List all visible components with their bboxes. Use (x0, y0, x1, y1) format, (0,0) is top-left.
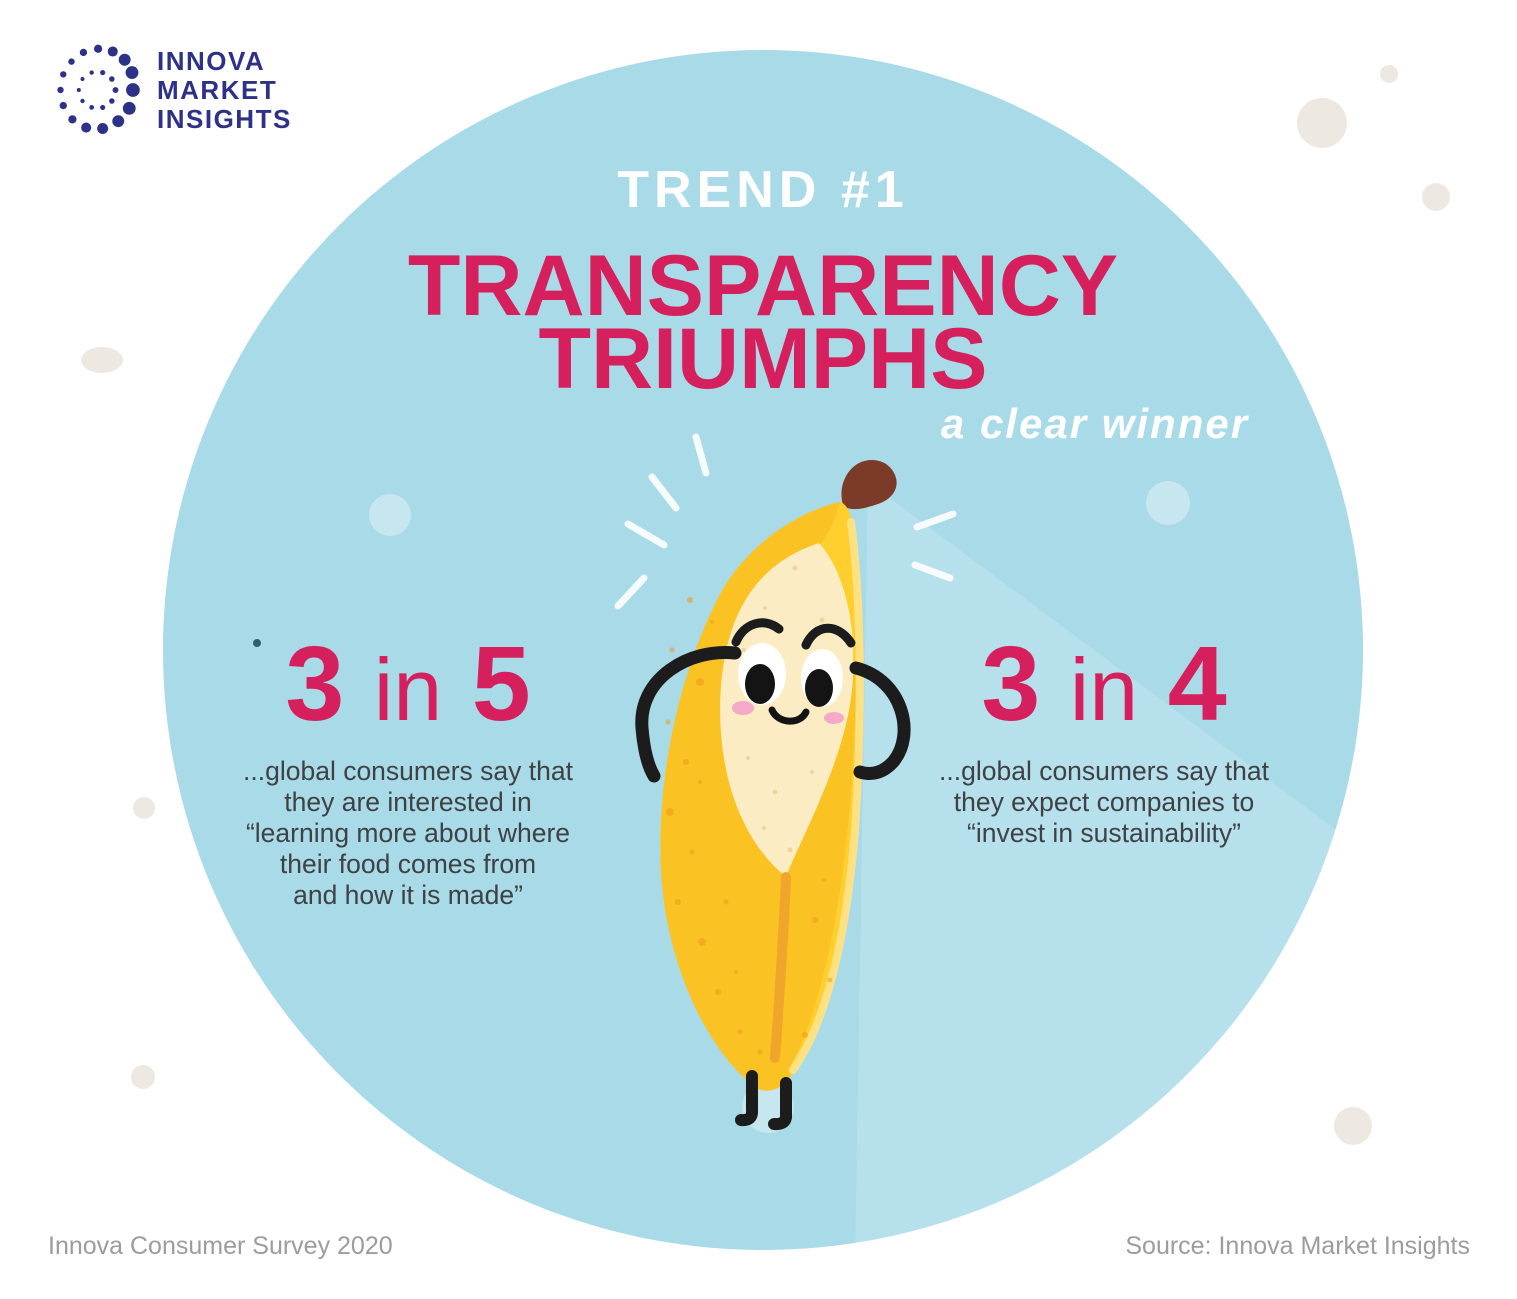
stat-block-right: 3 in 4 ...global consumers say that they… (864, 628, 1344, 849)
stat-right-numerator: 3 (981, 625, 1041, 743)
banana-arms (635, 645, 911, 783)
page-title: TRANSPARENCY TRIUMPHS (408, 243, 1118, 402)
banana-smile (768, 706, 810, 725)
stat-left-denominator: 5 (471, 625, 531, 743)
survey-note: Innova Consumer Survey 2020 (48, 1232, 393, 1260)
banana-stem (841, 460, 897, 510)
banana-flesh-speckles (742, 565, 825, 853)
tagline: a clear winner (940, 400, 1250, 447)
banana-eyes (738, 643, 843, 707)
stat-right-ratio: 3 in 4 (864, 628, 1344, 746)
stat-left-numerator: 3 (285, 625, 345, 743)
innova-dotted-circle-icon (57, 44, 140, 134)
brand-name-line1: INNOVA (157, 45, 266, 76)
brand-name-line2: MARKET (157, 74, 278, 105)
banana-character (635, 460, 911, 1131)
stat-block-left: 3 in 5 ...global consumers say that they… (168, 628, 648, 911)
source-note: Source: Innova Market Insights (1125, 1232, 1470, 1260)
brand-logo: INNOVA MARKET INSIGHTS (55, 44, 292, 136)
brand-name-line3: INSIGHTS (157, 103, 292, 134)
banana-peel-speckles (665, 597, 833, 1055)
stat-right-connector: in (1069, 640, 1139, 739)
stat-right-denominator: 4 (1167, 625, 1227, 743)
sparkle-rays-icon (614, 433, 957, 610)
banana-legs (735, 1070, 793, 1131)
trend-label: TREND #1 (617, 161, 909, 219)
stat-left-connector: in (373, 640, 443, 739)
banana-eyebrows (731, 618, 856, 650)
banana-blush (732, 701, 844, 724)
beige-dots-outside (81, 65, 1450, 1145)
banana-crease (770, 872, 791, 1063)
stat-left-description: ...global consumers say that they are in… (243, 756, 573, 910)
banana-edge-shine (789, 518, 864, 1074)
small-dark-dot (253, 639, 261, 647)
page-title-line2: TRIUMPHS (538, 311, 988, 407)
page-title-line1: TRANSPARENCY (407, 238, 1119, 334)
stat-right-description: ...global consumers say that they expect… (939, 756, 1269, 848)
brand-name: INNOVA MARKET INSIGHTS (157, 45, 292, 134)
stat-left-ratio: 3 in 5 (168, 628, 648, 746)
